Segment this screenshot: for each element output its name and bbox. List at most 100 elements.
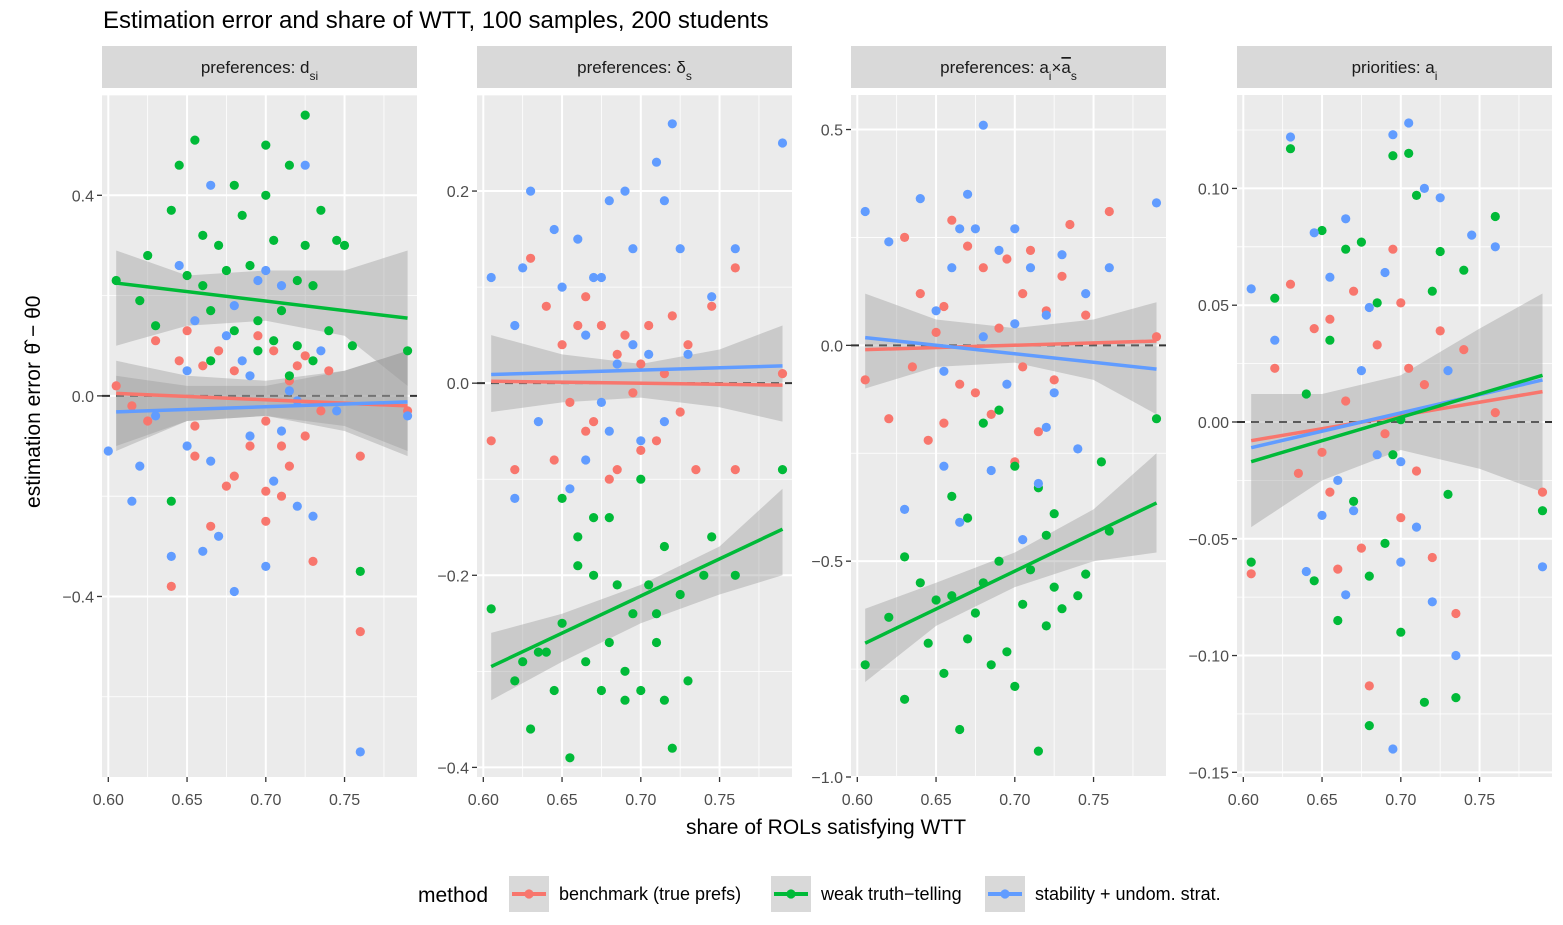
benchmark-point <box>284 461 294 471</box>
weak-point <box>628 609 638 619</box>
legend-entry-stability: stability + undom. strat. <box>985 876 1221 912</box>
weak-point <box>699 570 709 580</box>
stability-point <box>1018 535 1028 545</box>
stability-point <box>581 330 591 340</box>
weak-point <box>1301 389 1311 399</box>
benchmark-point <box>1151 332 1162 342</box>
weak-point <box>1317 225 1327 236</box>
weak-point <box>860 660 870 670</box>
stability-point <box>1309 228 1319 238</box>
stability-point <box>683 349 693 359</box>
stability-point <box>1467 230 1477 240</box>
weak-point <box>931 595 941 605</box>
weak-point <box>1411 190 1422 200</box>
weak-point <box>1451 693 1461 703</box>
benchmark-point <box>1018 289 1028 299</box>
benchmark-point <box>1364 681 1374 691</box>
weak-point <box>1309 576 1319 586</box>
stability-point <box>1285 132 1296 142</box>
x-tick-label: 0.60 <box>1228 792 1259 809</box>
confidence-band <box>491 325 783 422</box>
benchmark-point <box>1419 380 1429 390</box>
facet-panel-2: preferences: δs 0.2 0.0 −0.2 −0.4 0.60 0.65 0.7… <box>437 46 792 809</box>
benchmark-point <box>1396 513 1406 523</box>
stability-point <box>1073 444 1083 454</box>
weak-point <box>565 753 575 763</box>
weak-point <box>581 657 591 667</box>
weak-point <box>541 647 551 657</box>
stability-point <box>308 511 318 521</box>
benchmark-point <box>1427 552 1437 563</box>
weak-point <box>1364 721 1374 731</box>
stability-point <box>620 186 630 196</box>
weak-point <box>1341 244 1351 254</box>
stability-point <box>1025 263 1036 273</box>
legend-key-point <box>524 889 534 899</box>
weak-point <box>683 676 693 686</box>
facet-panel-3: preferences: ai×as 0.5 0.0 −0.5 −1.0 0.60 0.65… <box>811 46 1166 809</box>
benchmark-point <box>612 465 622 475</box>
benchmark-point <box>1388 244 1398 254</box>
stability-point <box>1081 289 1091 299</box>
stability-point <box>166 551 176 562</box>
stability-point <box>860 206 870 217</box>
y-tick-label: −0.4 <box>62 589 94 606</box>
stability-point <box>565 484 575 494</box>
weak-point <box>1041 621 1051 631</box>
stability-point <box>198 546 208 556</box>
benchmark-point <box>229 366 239 376</box>
benchmark-point <box>557 340 567 350</box>
weak-point <box>900 694 910 704</box>
weak-point <box>730 570 740 580</box>
weak-point <box>970 608 981 618</box>
benchmark-point <box>166 581 176 592</box>
benchmark-point <box>907 362 918 372</box>
benchmark-point <box>1380 429 1390 439</box>
stability-point <box>229 301 239 311</box>
benchmark-point <box>651 436 662 446</box>
benchmark-point <box>860 375 870 385</box>
benchmark-point <box>1333 564 1343 574</box>
stability-point <box>526 186 536 196</box>
stability-point <box>1033 478 1043 489</box>
benchmark-fit-line <box>491 379 783 387</box>
weak-point <box>166 205 176 215</box>
weak-point <box>1073 591 1083 601</box>
weak-point <box>947 591 957 601</box>
facet-strip-label: preferences: ai×as <box>940 58 1077 83</box>
weak-point <box>1151 414 1162 424</box>
facet-panel-4: priorities: ai 0.10 0.05 0.00 −0.05 −0.10 −0.1… <box>1189 46 1552 809</box>
stability-point <box>261 561 271 572</box>
benchmark-point <box>939 418 949 428</box>
stability-point <box>651 157 662 167</box>
x-tick-label: 0.70 <box>1385 792 1416 809</box>
weak-point <box>214 240 224 250</box>
stability-point <box>986 465 996 476</box>
benchmark-point <box>276 441 287 451</box>
weak-point <box>229 326 239 336</box>
x-axis-title: share of ROLs satisfying WTT <box>686 816 966 839</box>
facet-strip <box>102 46 417 88</box>
weak-point <box>1443 489 1453 499</box>
stability-point <box>549 224 559 235</box>
weak-point <box>269 336 279 346</box>
weak-point <box>1018 599 1028 609</box>
benchmark-point <box>292 361 302 371</box>
benchmark-point <box>994 323 1004 333</box>
weak-point <box>1388 151 1398 161</box>
weak-point <box>518 657 528 667</box>
stability-point <box>675 244 685 254</box>
stability-point <box>190 316 200 326</box>
weak-point <box>284 371 294 381</box>
weak-point <box>1419 697 1429 707</box>
benchmark-point <box>1002 254 1012 264</box>
stability-point <box>1041 422 1051 432</box>
stability-point <box>510 493 520 503</box>
weak-point <box>659 541 670 552</box>
stability-point <box>261 265 271 276</box>
weak-point <box>1325 335 1335 345</box>
benchmark-point <box>1411 466 1422 476</box>
weak-fit-line <box>1250 373 1544 464</box>
stability-point <box>604 426 614 436</box>
